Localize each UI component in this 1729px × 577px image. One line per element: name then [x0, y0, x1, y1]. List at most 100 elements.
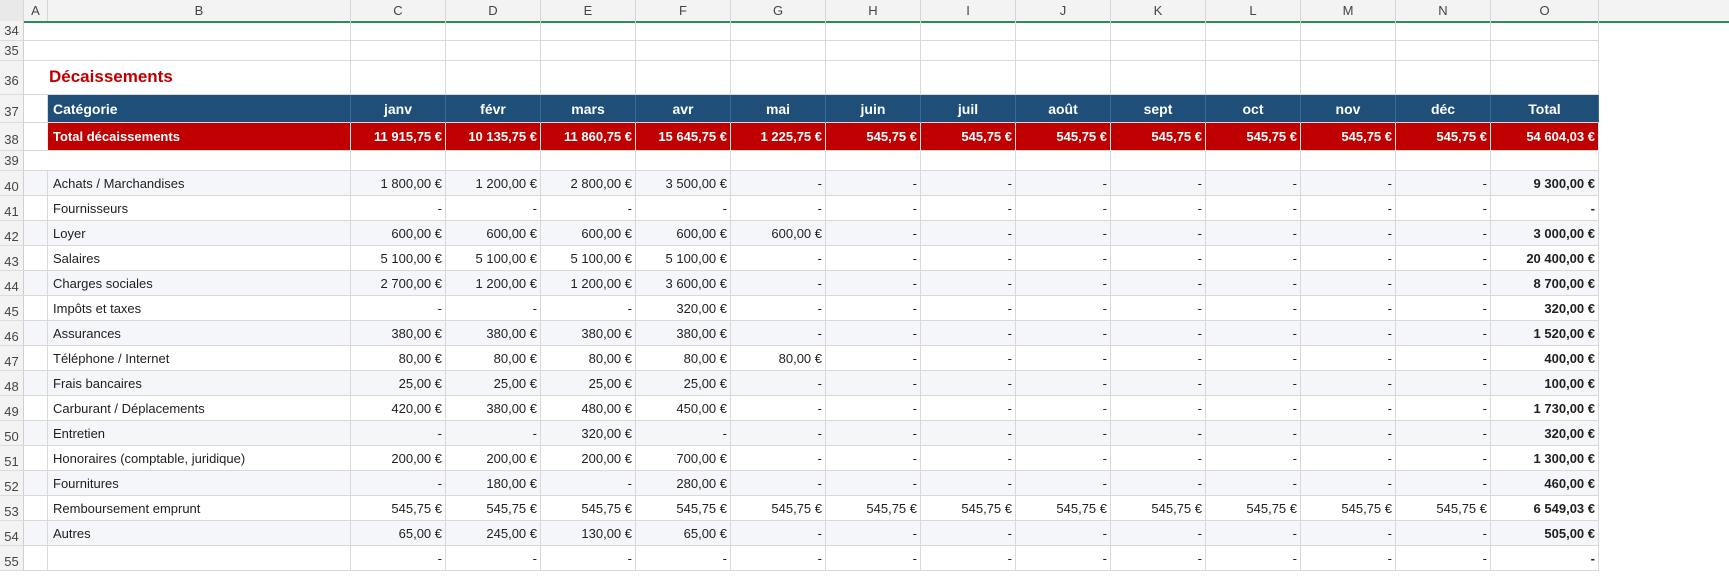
- month-value-6[interactable]: -: [921, 546, 1016, 571]
- month-value-9[interactable]: -: [1206, 246, 1301, 271]
- category-label[interactable]: Catégorie: [48, 95, 351, 123]
- month-value-11[interactable]: -: [1396, 321, 1491, 346]
- cell[interactable]: [1111, 41, 1206, 61]
- total-value[interactable]: 320,00 €: [1491, 296, 1599, 321]
- cell-a[interactable]: [24, 171, 48, 196]
- month-value-7[interactable]: -: [1016, 321, 1111, 346]
- cell-a[interactable]: [24, 496, 48, 521]
- row-header[interactable]: 47: [0, 346, 24, 371]
- month-value-2[interactable]: 480,00 €: [541, 396, 636, 421]
- cell-a[interactable]: [24, 246, 48, 271]
- month-value-2[interactable]: 80,00 €: [541, 346, 636, 371]
- cell[interactable]: [826, 41, 921, 61]
- month-value-5[interactable]: -: [826, 271, 921, 296]
- month-value-10[interactable]: 545,75 €: [1301, 496, 1396, 521]
- month-value-2[interactable]: 200,00 €: [541, 446, 636, 471]
- category-label[interactable]: Carburant / Déplacements: [48, 396, 351, 421]
- month-value-3[interactable]: -: [636, 421, 731, 446]
- month-value-10[interactable]: -: [1301, 321, 1396, 346]
- row-header[interactable]: 46: [0, 321, 24, 346]
- cell[interactable]: [921, 151, 1016, 171]
- month-value-4[interactable]: -: [731, 396, 826, 421]
- cell[interactable]: [1111, 151, 1206, 171]
- month-value-10[interactable]: -: [1301, 221, 1396, 246]
- cell[interactable]: [1111, 21, 1206, 41]
- cell[interactable]: [351, 41, 446, 61]
- column-header-i[interactable]: I: [921, 0, 1016, 21]
- cell[interactable]: [1111, 61, 1206, 95]
- month-value-6[interactable]: -: [921, 521, 1016, 546]
- month-value-10[interactable]: -: [1301, 396, 1396, 421]
- month-value-11[interactable]: -: [1396, 546, 1491, 571]
- column-header-l[interactable]: L: [1206, 0, 1301, 21]
- month-value-6[interactable]: -: [921, 371, 1016, 396]
- month-value-4[interactable]: -: [731, 471, 826, 496]
- month-value-6[interactable]: -: [921, 296, 1016, 321]
- month-value-7[interactable]: 545,75 €: [1016, 496, 1111, 521]
- cell-a[interactable]: [24, 446, 48, 471]
- cell[interactable]: [1491, 21, 1599, 41]
- cell-a[interactable]: [24, 221, 48, 246]
- cell[interactable]: [921, 41, 1016, 61]
- month-value-1[interactable]: -: [446, 421, 541, 446]
- month-value-11[interactable]: -: [1396, 246, 1491, 271]
- month-value-7[interactable]: -: [1016, 271, 1111, 296]
- month-value-6[interactable]: -: [921, 346, 1016, 371]
- month-value-3[interactable]: 3 600,00 €: [636, 271, 731, 296]
- total-value[interactable]: 8 700,00 €: [1491, 271, 1599, 296]
- month-value-2[interactable]: 2 800,00 €: [541, 171, 636, 196]
- category-label[interactable]: [48, 546, 351, 571]
- row-header[interactable]: 42: [0, 221, 24, 246]
- month-value-4[interactable]: -: [731, 321, 826, 346]
- month-value-0[interactable]: 420,00 €: [351, 396, 446, 421]
- month-value-8[interactable]: -: [1111, 346, 1206, 371]
- category-label[interactable]: Impôts et taxes: [48, 296, 351, 321]
- row-header[interactable]: 54: [0, 521, 24, 546]
- month-value-9[interactable]: -: [1206, 546, 1301, 571]
- month-value-4[interactable]: -: [731, 171, 826, 196]
- month-value-3[interactable]: 5 100,00 €: [636, 246, 731, 271]
- month-value-0[interactable]: 5 100,00 €: [351, 246, 446, 271]
- total-value[interactable]: 20 400,00 €: [1491, 246, 1599, 271]
- month-value-0[interactable]: 200,00 €: [351, 446, 446, 471]
- month-value-2[interactable]: -: [541, 296, 636, 321]
- month-value-10[interactable]: -: [1301, 346, 1396, 371]
- cell[interactable]: [446, 61, 541, 95]
- month-value-0[interactable]: 600,00 €: [351, 221, 446, 246]
- cell[interactable]: [541, 41, 636, 61]
- cell[interactable]: [826, 151, 921, 171]
- month-value-7[interactable]: -: [1016, 471, 1111, 496]
- cell-a[interactable]: [24, 95, 48, 123]
- month-value-6[interactable]: -: [921, 446, 1016, 471]
- total-value[interactable]: 3 000,00 €: [1491, 221, 1599, 246]
- month-value-9[interactable]: -: [1206, 371, 1301, 396]
- category-label[interactable]: Remboursement emprunt: [48, 496, 351, 521]
- category-label[interactable]: Autres: [48, 521, 351, 546]
- month-value-5[interactable]: -: [826, 171, 921, 196]
- month-value-1[interactable]: 380,00 €: [446, 321, 541, 346]
- month-value-0[interactable]: 2 700,00 €: [351, 271, 446, 296]
- month-value-10[interactable]: -: [1301, 271, 1396, 296]
- month-value-6[interactable]: -: [921, 396, 1016, 421]
- column-header-h[interactable]: H: [826, 0, 921, 21]
- select-all-corner[interactable]: [0, 0, 24, 21]
- month-value-7[interactable]: -: [1016, 396, 1111, 421]
- month-value-9[interactable]: -: [1206, 321, 1301, 346]
- cell-a[interactable]: [24, 321, 48, 346]
- month-value-9[interactable]: -: [1206, 196, 1301, 221]
- month-value-2[interactable]: 380,00 €: [541, 321, 636, 346]
- cell[interactable]: [731, 41, 826, 61]
- row-header[interactable]: 39: [0, 151, 24, 171]
- category-label[interactable]: Salaires: [48, 246, 351, 271]
- cell[interactable]: [446, 41, 541, 61]
- month-value-9[interactable]: -: [1206, 421, 1301, 446]
- month-value-8[interactable]: -: [1111, 396, 1206, 421]
- column-header-k[interactable]: K: [1111, 0, 1206, 21]
- cell[interactable]: [731, 61, 826, 95]
- row-header[interactable]: 43: [0, 246, 24, 271]
- month-value-9[interactable]: -: [1206, 396, 1301, 421]
- cell[interactable]: [1301, 41, 1396, 61]
- cell[interactable]: [826, 21, 921, 41]
- month-value-11[interactable]: -: [1396, 196, 1491, 221]
- month-value-8[interactable]: -: [1111, 421, 1206, 446]
